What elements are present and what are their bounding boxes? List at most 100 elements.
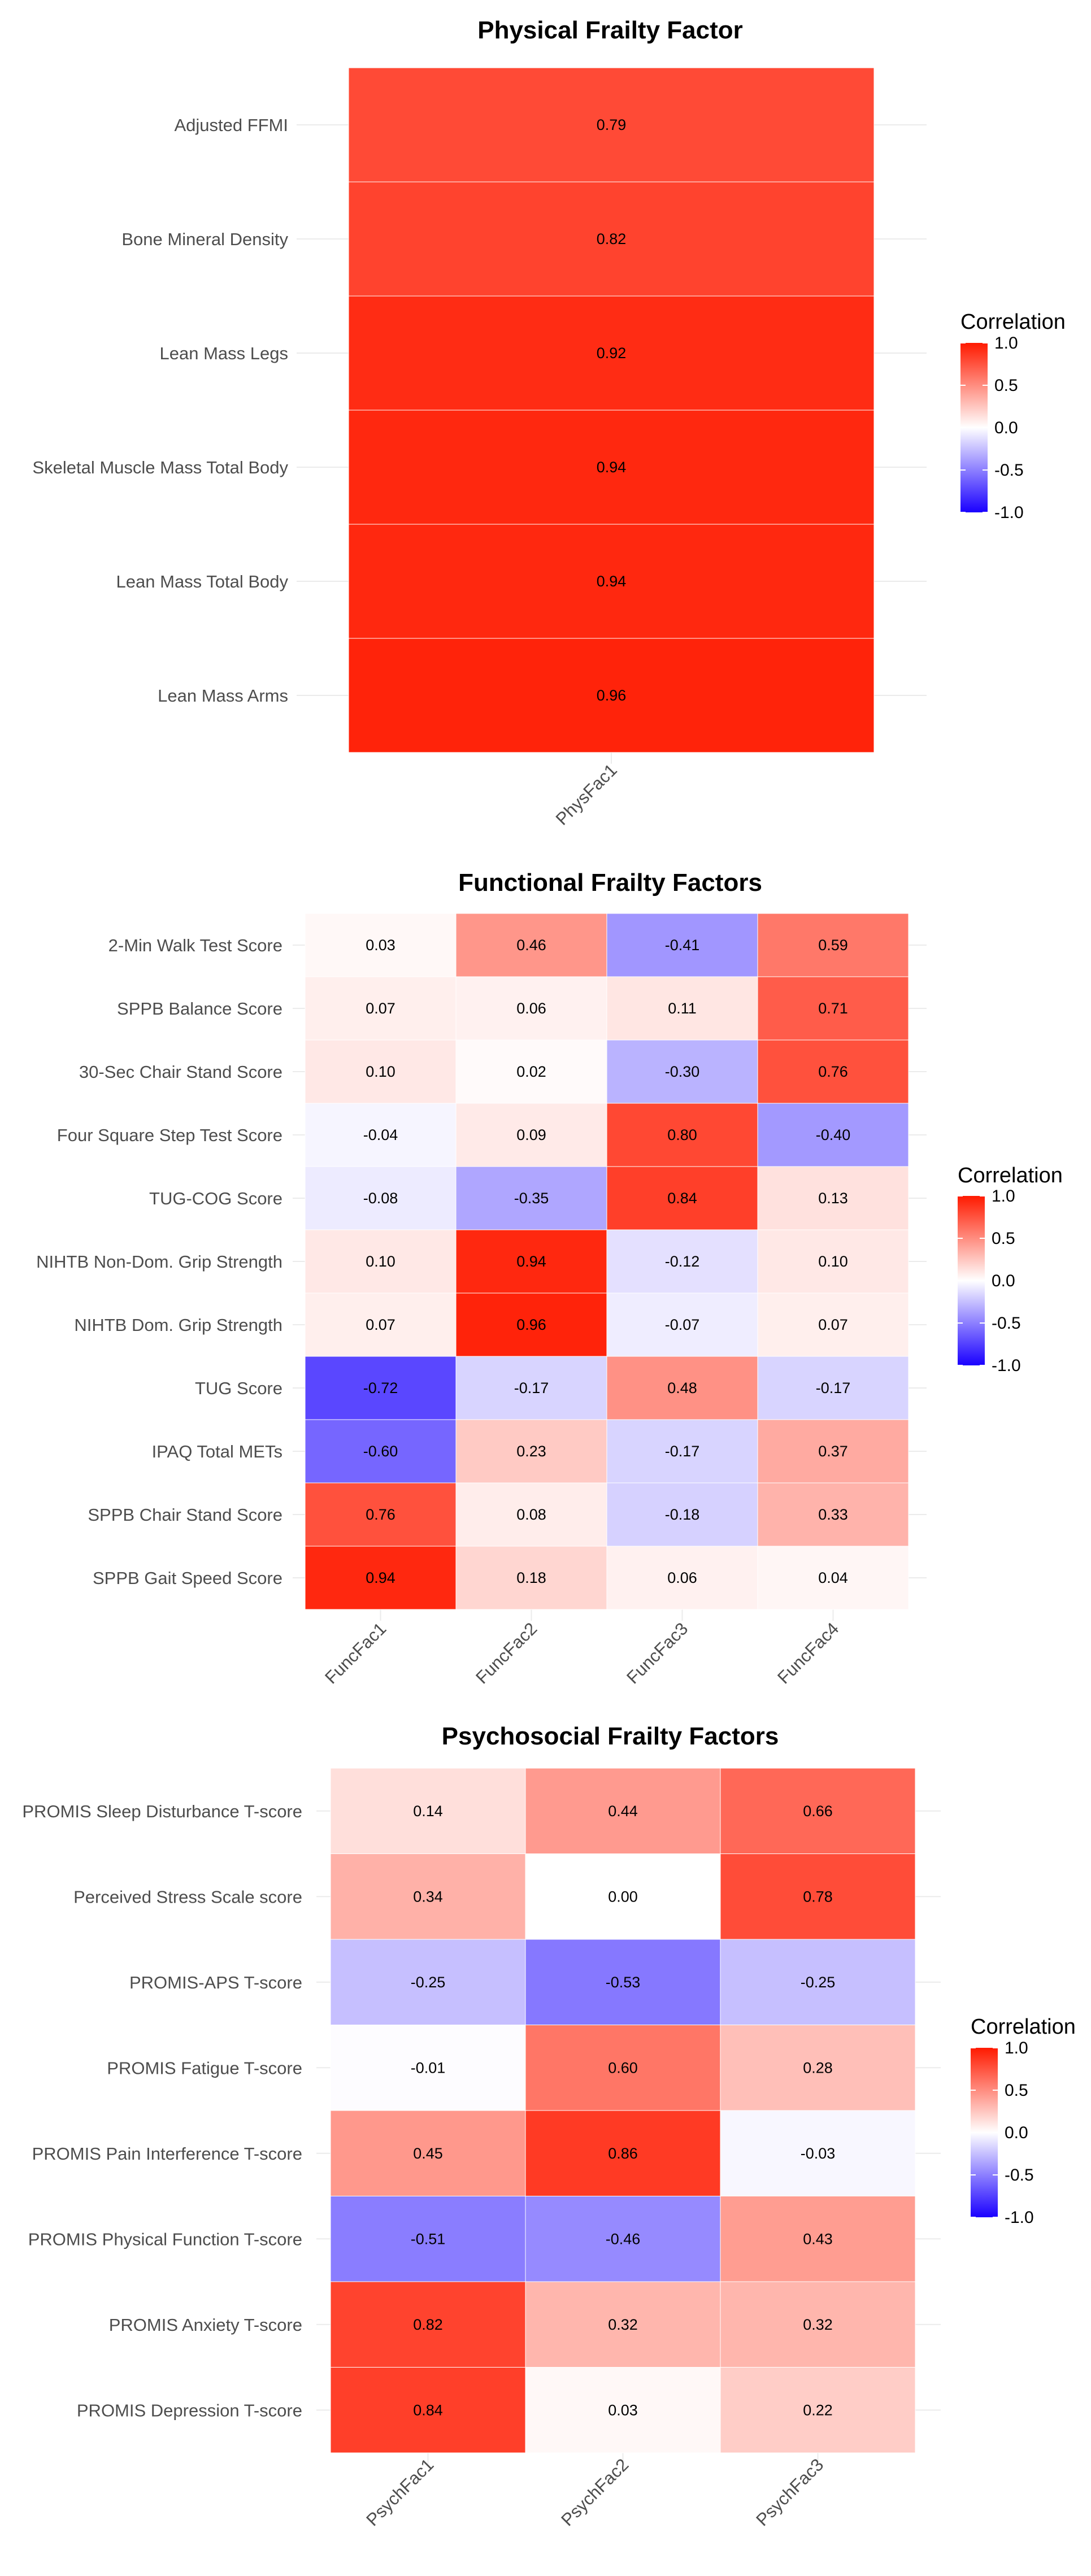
heatmap-cell (305, 1546, 457, 1610)
heatmap-cell (455, 1166, 607, 1230)
row-label: PROMIS Anxiety T-score (109, 2315, 302, 2335)
heatmap-cell (757, 1546, 909, 1610)
heatmap-cell (305, 976, 457, 1041)
cell-value-label: 0.82 (413, 2316, 443, 2333)
heatmap-cell (348, 638, 875, 753)
cell-value-label: 0.18 (516, 1569, 546, 1586)
cell-value-label: 0.94 (366, 1569, 395, 1586)
heatmap-cell (455, 1039, 607, 1104)
cell-value-label: -0.46 (606, 2230, 641, 2247)
heatmap-cell (330, 2367, 526, 2453)
heatmap-cell (606, 1166, 758, 1230)
cell-value-label: 0.94 (597, 573, 627, 590)
heatmap-cell (757, 1103, 909, 1167)
cell-value-label: 0.44 (608, 1803, 638, 1820)
cell-value-label: -0.51 (411, 2230, 446, 2247)
row-label: Lean Mass Legs (160, 343, 288, 363)
legend-tick-label: 0.5 (994, 376, 1018, 395)
cell-value-label: 0.06 (667, 1569, 697, 1586)
chart-title: Functional Frailty Factors (458, 869, 762, 897)
cell-value-label: 0.59 (818, 937, 848, 954)
column-label: PhysFac1 (552, 760, 621, 829)
heatmap-cell (757, 1356, 909, 1420)
heatmap-cell (330, 2110, 526, 2196)
legend-tick-label: 0.5 (992, 1229, 1015, 1248)
cell-value-label: 0.37 (818, 1443, 848, 1460)
heatmap-cell (606, 913, 758, 977)
row-label: SPPB Gait Speed Score (93, 1568, 282, 1588)
heatmap-cell (720, 1853, 916, 1940)
heatmap-cell (455, 1356, 607, 1420)
cell-value-label: 0.96 (516, 1316, 546, 1333)
heatmap-cell (525, 2367, 721, 2453)
row-label: TUG-COG Score (149, 1189, 282, 1208)
row-label: Bone Mineral Density (121, 229, 288, 249)
heatmap-cell (606, 1103, 758, 1167)
cell-value-label: -0.35 (514, 1190, 549, 1207)
cell-value-label: 0.03 (608, 2401, 638, 2418)
heatmap-cell (348, 181, 875, 297)
cell-value-label: 0.92 (597, 345, 627, 362)
heatmap-cell (757, 1293, 909, 1357)
heatmap-cell (305, 913, 457, 977)
column-label: PsychFac3 (752, 2455, 827, 2530)
column-label: FuncFac3 (623, 1618, 692, 1687)
cell-value-label: 0.13 (818, 1190, 848, 1207)
heatmap-cell (455, 1103, 607, 1167)
heatmap-cell (525, 2025, 721, 2111)
column-label: FuncFac4 (773, 1618, 842, 1687)
heatmap-cell (525, 1939, 721, 2025)
cell-value-label: 0.45 (413, 2145, 443, 2162)
heatmap-cell (455, 1293, 607, 1357)
row-label: Lean Mass Arms (158, 686, 288, 706)
heatmap-cell (757, 1229, 909, 1294)
cell-value-label: 0.28 (803, 2059, 833, 2076)
cell-value-label: 0.22 (803, 2401, 833, 2418)
cell-value-label: 0.96 (597, 687, 627, 704)
cell-value-label: 0.33 (818, 1506, 848, 1523)
heatmap-panel-2: Functional Frailty Factors 0.03 0.46 -0.41 0… (36, 869, 1063, 1687)
cell-value-label: -0.25 (801, 1974, 836, 1991)
chart-title: Physical Frailty Factor (477, 16, 743, 44)
heatmap-cell (305, 1039, 457, 1104)
cell-value-label: 0.34 (413, 1888, 443, 1905)
heatmap-cell (305, 1103, 457, 1167)
heatmap-panel-1: Physical Frailty Factor 0.79 0.82 0.92 0.94 0… (32, 16, 1065, 829)
heatmap-cell (305, 1229, 457, 1294)
row-label: Lean Mass Total Body (116, 572, 289, 591)
heatmap-cell (757, 1482, 909, 1547)
cell-value-label: -0.01 (411, 2059, 446, 2076)
legend-tick-label: -0.5 (1005, 2166, 1034, 2185)
column-label: FuncFac2 (472, 1618, 541, 1687)
cell-value-label: -0.07 (665, 1316, 700, 1333)
heatmap-cell (606, 1546, 758, 1610)
cell-value-label: 0.94 (597, 459, 627, 476)
row-label: Adjusted FFMI (174, 115, 288, 135)
cell-value-label: 0.79 (597, 116, 627, 133)
cell-value-label: 0.86 (608, 2145, 638, 2162)
cell-value-label: 0.66 (803, 1803, 833, 1820)
cell-value-label: -0.25 (411, 1974, 446, 1991)
cell-value-label: 0.76 (818, 1063, 848, 1080)
row-label: Skeletal Muscle Mass Total Body (32, 458, 288, 477)
heatmap-cell (455, 1229, 607, 1294)
heatmap-cell (720, 2110, 916, 2196)
heatmap-cell (720, 2367, 916, 2453)
cell-value-label: -0.60 (363, 1443, 398, 1460)
heatmap-cell (525, 1768, 721, 1854)
cell-value-label: 0.43 (803, 2230, 833, 2247)
row-label: TUG Score (195, 1378, 282, 1398)
cell-value-label: -0.40 (816, 1126, 851, 1143)
heatmap-cell (720, 2025, 916, 2111)
heatmap-cell (757, 913, 909, 977)
heatmap-cell (455, 1419, 607, 1483)
row-label: PROMIS Physical Function T-score (28, 2229, 302, 2249)
heatmap-cell (455, 1546, 607, 1610)
heatmap-cell (757, 1166, 909, 1230)
cell-value-label: 0.10 (818, 1253, 848, 1270)
heatmap-cell (455, 1482, 607, 1547)
heatmap-cell (455, 976, 607, 1041)
heatmap-panel-3: Psychosocial Frailty Factors 0.14 0.44 0.66… (22, 1722, 1076, 2530)
legend-tick-label: -1.0 (992, 1356, 1021, 1375)
